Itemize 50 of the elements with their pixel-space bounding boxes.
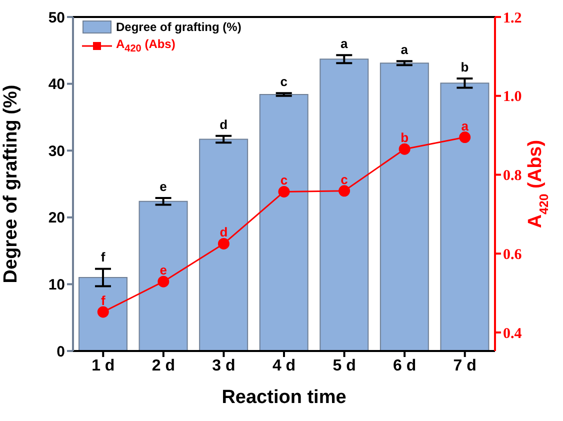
x-tick-label: 7 d [453,357,476,374]
data-label: c [280,172,288,188]
bar [78,277,128,351]
data-label: a [340,36,349,51]
data-label: d [220,224,228,240]
point [158,276,170,288]
y-tick-label: 0 [56,343,65,360]
x-axis-title: Reaction time [222,387,346,408]
y2-tick-label: 0.4 [503,326,522,342]
data-label: c [280,74,288,90]
data-label: d [220,116,228,132]
x-tick-label: 1 d [92,357,115,374]
point [459,132,471,144]
bar [138,200,188,351]
x-tick-label: 5 d [332,357,356,374]
data-label: e [160,178,167,194]
bar [440,82,490,351]
bar [320,58,369,351]
data-label: e [160,262,168,278]
point [278,186,290,198]
y-axis-title: Degree of grafting (%) [0,84,22,284]
y-tick-label: 40 [48,76,65,94]
y2-tick-label: 1.2 [503,10,522,26]
y-tick-label: 30 [48,142,65,160]
y2-tick-label: 1.0 [503,89,522,106]
data-label: b [400,130,409,146]
y2-tick-label: 0.8 [503,168,522,184]
x-tick-label: 2 d [152,357,175,374]
data-label: c [340,172,348,187]
bar [380,62,429,351]
data-label: f [100,250,106,265]
data-label: f [100,292,106,308]
bar [259,94,308,351]
bar [199,138,248,351]
data-label: b [460,59,469,74]
legend-label: A$_{420}$ (Abs) [116,37,176,54]
x-tick-label: 3 d [212,357,236,374]
data-label: a [461,118,470,134]
point [97,306,109,318]
x-tick-label: 6 d [393,357,416,374]
point [338,185,350,197]
point [398,143,410,155]
y-tick-label: 10 [48,276,65,294]
y-tick-label: 20 [48,210,65,227]
x-tick-label: 4 d [272,357,296,374]
y2-tick-label: 0.6 [503,246,522,263]
y-tick-label: 50 [48,9,65,26]
point [218,238,230,250]
data-label: a [400,42,409,58]
legend-label: Degree of grafting (%) [116,20,242,34]
